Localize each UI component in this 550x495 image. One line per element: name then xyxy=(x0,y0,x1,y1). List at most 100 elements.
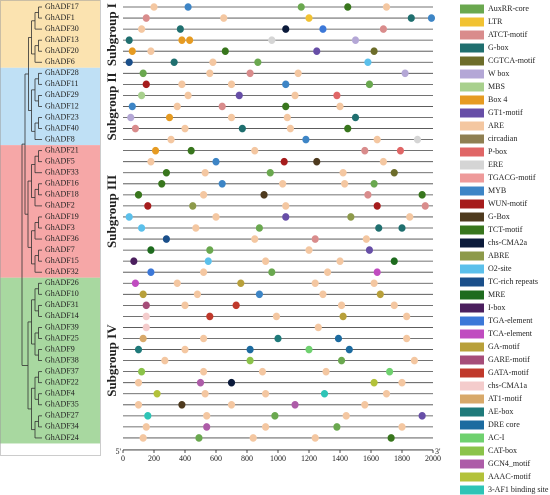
legend-swatch xyxy=(460,43,484,53)
gene-label: GhADF32 xyxy=(45,267,79,276)
legend-label: ERE xyxy=(488,160,503,169)
legend-label: chs-CMA2a xyxy=(488,238,528,247)
legend-label: 3-AF1 binding site xyxy=(488,485,549,494)
x-tick-label: 1600 xyxy=(363,454,379,463)
gene-label: GhADF30 xyxy=(45,24,79,33)
legend-swatch xyxy=(460,134,484,144)
legend-label: AAAC-motif xyxy=(488,472,531,481)
motif-site xyxy=(249,434,257,442)
motif-site xyxy=(282,213,290,221)
gene-label: GhADF25 xyxy=(45,333,79,342)
motif-site xyxy=(365,246,374,254)
motif-site xyxy=(351,36,360,44)
gene-label: GhADF37 xyxy=(45,366,79,375)
motif-site xyxy=(125,213,133,221)
motif-site xyxy=(345,345,353,354)
legend-label: MYB xyxy=(488,186,506,195)
legend-label: W box xyxy=(488,69,509,78)
motif-site xyxy=(266,168,274,177)
motif-site xyxy=(200,334,208,343)
motif-site xyxy=(184,3,192,11)
motif-site xyxy=(337,301,346,310)
tree-frame xyxy=(0,0,101,456)
legend-label: AuxRR-core xyxy=(488,4,529,13)
legend-swatch xyxy=(460,264,484,274)
motif-site xyxy=(373,202,381,210)
motif-site xyxy=(134,191,143,199)
motif-site xyxy=(200,367,208,376)
motif-site xyxy=(376,290,384,299)
legend-swatch xyxy=(460,160,484,170)
motif-site xyxy=(221,47,229,55)
motif-site xyxy=(260,191,268,199)
motif-site xyxy=(181,124,189,133)
legend-swatch xyxy=(460,355,484,365)
motif-site xyxy=(232,301,240,310)
motif-site xyxy=(209,58,217,67)
motif-site xyxy=(192,224,200,232)
gene-label: GhADF20 xyxy=(45,46,79,55)
motif-site xyxy=(427,14,436,22)
motif-site xyxy=(387,434,395,442)
x-tick-label: 1000 xyxy=(270,454,286,463)
legend-swatch xyxy=(460,472,484,482)
motif-site xyxy=(147,246,155,254)
legend-swatch xyxy=(460,420,484,430)
motif-site xyxy=(319,290,327,299)
gene-label: GhADF1 xyxy=(45,13,75,22)
legend-swatch xyxy=(460,316,484,326)
legend-label: G-Box xyxy=(488,212,510,221)
motif-site xyxy=(251,235,259,243)
motif-site xyxy=(201,389,209,398)
motif-site xyxy=(297,3,305,11)
legend-swatch xyxy=(460,17,484,27)
motif-site xyxy=(344,124,352,133)
motif-site xyxy=(195,434,203,442)
motif-site xyxy=(268,268,276,277)
x-tick-label: 2000 xyxy=(425,454,441,463)
motif-site xyxy=(203,412,211,420)
gene-label: GhADF28 xyxy=(45,68,79,77)
motif-site xyxy=(144,202,152,210)
motif-site xyxy=(418,191,426,199)
x-tick-label: 600 xyxy=(210,454,222,463)
motif-site xyxy=(203,423,211,431)
legend-label: O2-site xyxy=(488,264,512,273)
motif-site xyxy=(398,423,406,431)
motif-site xyxy=(173,102,181,111)
motif-site xyxy=(286,124,294,133)
motif-site xyxy=(339,312,347,321)
gene-label: GhADF27 xyxy=(45,411,79,420)
legend-swatch xyxy=(460,433,484,443)
motif-site xyxy=(150,3,158,11)
subgroup-label: Subgroup II xyxy=(104,72,119,140)
motif-site xyxy=(206,69,214,78)
motif-site xyxy=(311,434,319,442)
motif-site xyxy=(186,36,194,44)
motif-site xyxy=(386,367,394,376)
subgroup-label: Subgroup IV xyxy=(104,324,119,397)
motif-site xyxy=(403,312,411,321)
motif-site xyxy=(398,378,406,387)
motif-site xyxy=(193,290,201,299)
motif-site xyxy=(382,3,391,11)
motif-site xyxy=(178,401,186,409)
gene-label: GhADF23 xyxy=(45,112,79,121)
legend-swatch xyxy=(460,446,484,456)
subgroup-label: Subgroup I xyxy=(104,3,119,66)
motif-site xyxy=(361,401,369,409)
gene-label: GhADF22 xyxy=(45,378,79,387)
motif-site xyxy=(291,401,299,409)
gene-label: GhADF7 xyxy=(45,245,75,254)
motif-site xyxy=(379,157,387,166)
motif-site xyxy=(246,356,254,365)
legend-swatch xyxy=(460,69,484,79)
legend-label: AE-box xyxy=(488,407,513,416)
subgroup-band xyxy=(0,0,100,68)
motif-site xyxy=(131,124,139,133)
motif-site xyxy=(142,301,150,310)
motif-site xyxy=(139,290,147,299)
motif-site xyxy=(333,423,341,431)
motif-site xyxy=(254,58,262,67)
legend-label: GATA-motif xyxy=(488,368,529,377)
